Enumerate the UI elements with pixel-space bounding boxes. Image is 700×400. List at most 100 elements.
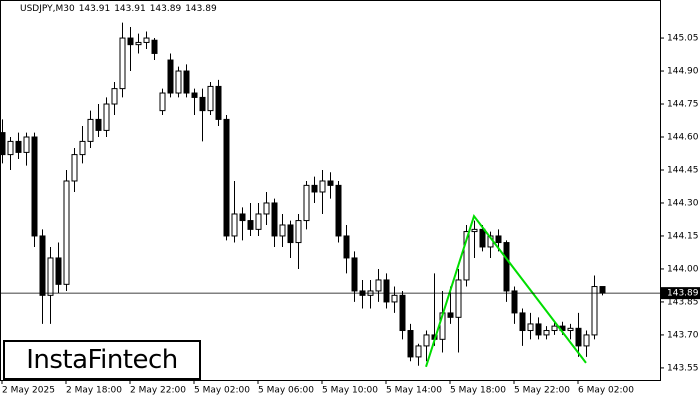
y-tick-label: 144.60 bbox=[667, 133, 699, 143]
y-tick-label: 144.15 bbox=[667, 231, 699, 241]
candle-body bbox=[415, 345, 422, 358]
candle-body bbox=[503, 242, 510, 292]
candle-body bbox=[327, 180, 334, 186]
x-tick-label: 5 May 18:00 bbox=[450, 386, 506, 396]
y-tick-label: 143.55 bbox=[667, 363, 699, 373]
candle-body bbox=[391, 294, 398, 303]
header: USDJPY,M30 143.91 143.91 143.89 143.89 bbox=[20, 4, 221, 14]
quote: 143.89 bbox=[149, 4, 182, 14]
candle-body bbox=[407, 330, 414, 358]
candle-body bbox=[479, 228, 486, 248]
candle-body bbox=[127, 37, 134, 46]
watermark: InstaFintech bbox=[3, 340, 201, 380]
candle-body bbox=[183, 70, 190, 94]
y-tick-label: 144.00 bbox=[667, 264, 699, 274]
symbol: USDJPY,M30 bbox=[20, 4, 75, 14]
candle-body bbox=[119, 37, 126, 90]
candle-body bbox=[575, 327, 582, 347]
x-tick-label: 5 May 14:00 bbox=[386, 386, 442, 396]
candle-body bbox=[343, 235, 350, 259]
candle-body bbox=[583, 334, 590, 347]
candle-body bbox=[167, 59, 174, 94]
x-tick-label: 2 May 18:00 bbox=[66, 386, 122, 396]
candle-body bbox=[199, 96, 206, 112]
candle-body bbox=[295, 220, 302, 244]
candle-body bbox=[231, 213, 238, 237]
x-tick-label: 5 May 22:00 bbox=[514, 386, 570, 396]
candle-body bbox=[399, 294, 406, 332]
candle-body bbox=[279, 224, 286, 237]
candle-body bbox=[95, 118, 102, 131]
y-tick-label: 143.85 bbox=[667, 297, 699, 307]
candle-body bbox=[263, 202, 270, 215]
candle-body bbox=[287, 224, 294, 244]
candle-body bbox=[599, 286, 606, 294]
candle-body bbox=[471, 228, 478, 233]
price-label: 143.89 bbox=[667, 289, 699, 299]
quote: 143.91 bbox=[78, 4, 111, 14]
candle-body bbox=[543, 330, 550, 336]
candle-body bbox=[63, 180, 70, 285]
candle-body bbox=[223, 118, 230, 237]
x-tick-label: 2 May 22:00 bbox=[130, 386, 186, 396]
candle-body bbox=[111, 88, 118, 105]
candle-body bbox=[423, 334, 430, 347]
candle-body bbox=[375, 279, 382, 292]
candle-body bbox=[303, 184, 310, 222]
candle-body bbox=[455, 279, 462, 318]
candle-body bbox=[447, 312, 454, 318]
candle-body bbox=[0, 132, 6, 156]
y-tick-label: 144.90 bbox=[667, 67, 699, 77]
quote: 143.91 bbox=[114, 4, 146, 14]
y-tick-label: 144.75 bbox=[667, 100, 699, 110]
candle-body bbox=[159, 92, 166, 112]
x-tick-label: 5 May 10:00 bbox=[322, 386, 378, 396]
candle-body bbox=[519, 312, 526, 332]
candle-body bbox=[175, 70, 182, 94]
candle-body bbox=[71, 154, 78, 182]
candle-body bbox=[23, 136, 30, 153]
candle-body bbox=[567, 327, 574, 332]
y-tick-label: 144.30 bbox=[667, 198, 699, 208]
candle-body bbox=[239, 213, 246, 222]
candle-body bbox=[7, 140, 14, 156]
candle-body bbox=[103, 103, 110, 131]
candle-body bbox=[383, 279, 390, 303]
candle-body bbox=[247, 220, 254, 230]
candle-body bbox=[335, 184, 342, 237]
candle-body bbox=[591, 286, 598, 336]
candle-body bbox=[15, 140, 22, 153]
candle-body bbox=[351, 257, 358, 292]
candle-body bbox=[319, 180, 326, 193]
pattern-line bbox=[425, 214, 587, 368]
candle-body bbox=[527, 323, 534, 332]
candle-body bbox=[551, 325, 558, 332]
x-tick-label: 5 May 06:00 bbox=[258, 386, 314, 396]
quote: 143.89 bbox=[185, 4, 217, 14]
candle-body bbox=[47, 257, 54, 296]
y-tick-label: 144.45 bbox=[667, 165, 699, 175]
candle-body bbox=[271, 202, 278, 237]
x-tick-label: 5 May 02:00 bbox=[194, 386, 250, 396]
candle-body bbox=[39, 235, 46, 296]
candle-body bbox=[311, 184, 318, 193]
candle-body bbox=[55, 257, 62, 285]
x-tick-label: 6 May 02:00 bbox=[578, 386, 634, 396]
price-box bbox=[660, 287, 700, 300]
candle-body bbox=[143, 37, 150, 43]
candle-body bbox=[87, 118, 94, 142]
candle-body bbox=[463, 231, 470, 281]
candle-body bbox=[215, 85, 222, 120]
candle-body bbox=[151, 39, 158, 54]
candle-body bbox=[135, 41, 142, 46]
candle-body bbox=[255, 213, 262, 230]
candle-body bbox=[31, 136, 38, 237]
candle-body bbox=[79, 140, 86, 156]
y-tick-label: 145.05 bbox=[667, 34, 699, 44]
candle-body bbox=[535, 323, 542, 336]
x-tick-label: 2 May 2025 bbox=[2, 386, 55, 396]
candle-body bbox=[207, 85, 214, 112]
candle-body bbox=[191, 92, 198, 98]
